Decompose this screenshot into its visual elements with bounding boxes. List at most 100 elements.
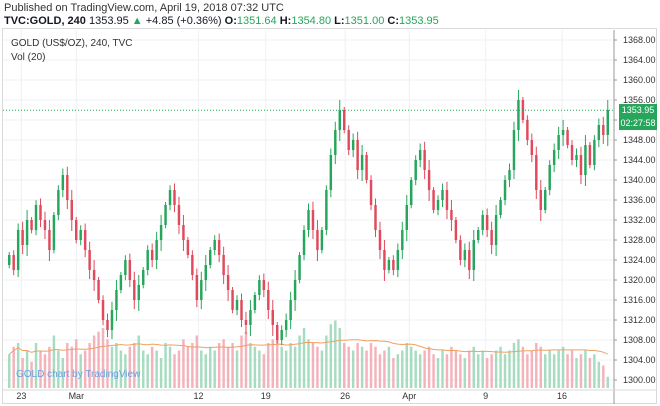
volume-bar — [267, 343, 270, 388]
x-tick-label: 9 — [483, 391, 488, 401]
candle-body — [271, 310, 274, 325]
candle-body — [561, 130, 565, 135]
candle — [450, 200, 453, 231]
volume-bar — [110, 346, 114, 388]
volume-bar — [8, 354, 11, 388]
candle — [52, 212, 56, 254]
x-tick-label: 12 — [194, 391, 204, 401]
candle — [213, 235, 216, 256]
open-label: O: — [224, 15, 237, 27]
volume-bar — [535, 343, 538, 388]
candle — [262, 273, 266, 298]
x-tick-label: Mar — [69, 391, 85, 401]
candle — [575, 148, 578, 168]
published-line: Published on TradingView.com, April 19, … — [4, 2, 284, 14]
candle — [97, 277, 100, 304]
candle — [83, 223, 87, 258]
y-tick-label: 1340.00 — [623, 175, 656, 185]
volume-bar — [146, 354, 149, 388]
volume-bar — [477, 354, 480, 388]
volume-bar — [182, 339, 185, 388]
candle — [477, 227, 480, 244]
candle-body — [70, 200, 73, 220]
volume-bar — [106, 339, 109, 388]
volume-bar — [468, 350, 471, 388]
quote-line: TVC:GOLD, 240 1353.95 ▲ +4.85 (+0.36%) O… — [4, 15, 439, 27]
candle — [204, 255, 207, 291]
candle-body — [454, 220, 458, 240]
candle — [133, 271, 136, 310]
candle-body — [436, 200, 440, 210]
candle — [43, 211, 47, 240]
candle-body — [115, 290, 118, 310]
volume-bar — [70, 346, 73, 388]
volume-legend[interactable]: Vol (20) — [11, 52, 46, 63]
candle — [423, 141, 426, 180]
candle-body — [481, 215, 484, 230]
volume-bar — [338, 328, 341, 388]
volume-bar — [588, 358, 592, 388]
candle — [101, 295, 105, 326]
candle — [343, 107, 346, 134]
candle-body — [155, 240, 158, 260]
candle-body — [369, 180, 373, 205]
candle-body — [320, 230, 324, 250]
candle-body — [226, 275, 230, 290]
candle-body — [307, 210, 310, 230]
candle-body — [137, 285, 140, 300]
candle-body — [535, 155, 538, 190]
y-tick-label: 1316.00 — [623, 295, 656, 305]
candle-body — [387, 260, 391, 270]
candle-body — [110, 310, 114, 330]
volume-bar — [597, 361, 601, 388]
volume-bar — [115, 343, 118, 388]
candle-body — [173, 190, 176, 205]
candle-body — [343, 110, 346, 130]
y-tick-label: 1348.00 — [623, 135, 656, 145]
volume-bar — [249, 343, 252, 388]
volume-bar — [503, 354, 507, 388]
candle-body — [106, 320, 109, 330]
candle-body — [253, 295, 257, 310]
up-arrow-icon: ▲ — [131, 15, 143, 27]
volume-bar — [365, 350, 368, 388]
volume-bar — [602, 365, 605, 388]
candle-body — [43, 220, 47, 230]
watermark: GOLD chart by TradingView — [16, 369, 141, 380]
candle-body — [150, 250, 154, 260]
volume-bar — [450, 346, 453, 388]
candle-body — [25, 220, 29, 245]
candle-body — [164, 205, 167, 225]
volume-bar — [164, 343, 167, 388]
candle-body — [83, 230, 87, 250]
candle — [244, 311, 248, 335]
main-legend[interactable]: GOLD (US$/OZ), 240, TVC — [11, 38, 133, 49]
volume-bar — [374, 346, 377, 388]
x-tick-label: Apr — [402, 391, 416, 401]
candle — [561, 120, 565, 146]
candle — [347, 125, 350, 156]
candle — [142, 267, 145, 289]
volume-bar — [606, 376, 609, 388]
candle-body — [249, 310, 252, 325]
candle — [146, 245, 149, 276]
candle-body — [12, 255, 15, 270]
volume-bar — [128, 346, 132, 388]
y-tick-label: 1368.00 — [623, 35, 656, 45]
volume-bar — [200, 350, 203, 388]
volume-bar — [39, 350, 42, 388]
candle — [405, 195, 408, 241]
candle-body — [356, 140, 359, 170]
volume-bar — [526, 354, 529, 388]
volume-bar — [276, 335, 279, 388]
candle — [249, 300, 252, 336]
volume-bar — [579, 354, 583, 388]
candle — [481, 210, 484, 236]
x-tick-label: 19 — [261, 391, 271, 401]
candle-body — [490, 230, 493, 245]
candle-body — [204, 265, 207, 280]
volume-bar — [209, 346, 212, 388]
volume-bar — [159, 358, 163, 388]
candle — [34, 200, 38, 236]
